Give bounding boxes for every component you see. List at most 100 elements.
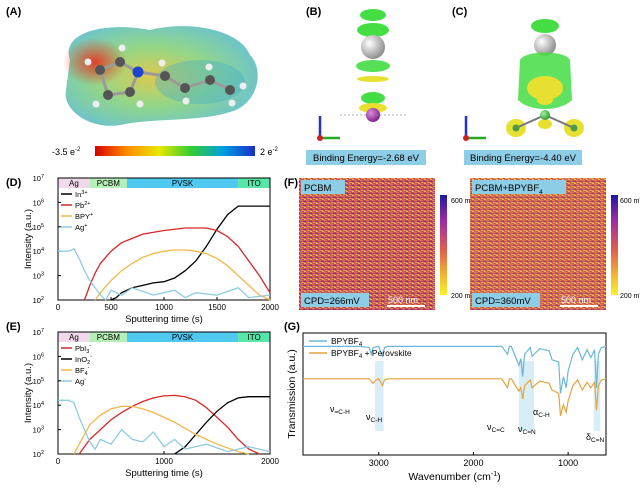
kpfm-colorbar-1 — [440, 195, 447, 295]
x-tick-label: 2000 — [463, 458, 483, 468]
ftir-chart: 3000 2000 1000 Wavenumber (cm-1) Transmissio… — [286, 332, 607, 483]
kpfm-cbar-max-1: 600 mV — [451, 198, 475, 205]
y-tick-label: 104 — [33, 247, 44, 256]
y-axis-label: Intensity (a.u.) — [23, 209, 34, 269]
charge-density-c — [506, 19, 584, 137]
kpfm-cpd-pcbm: CPD=266mV — [304, 296, 360, 307]
axis-triad-c — [463, 116, 486, 141]
kpfm-map-pcbm: PCBM CPD=266mV 500 nm — [299, 178, 435, 310]
layer-label-ag: Ag — [69, 179, 79, 188]
series-line — [83, 227, 271, 301]
esp-scale-max: 2 e-2 — [260, 147, 279, 157]
kpfm-scalebar-pcbm: 500 nm — [388, 295, 418, 305]
esp-scale-min: -3.5 e-2 — [52, 147, 81, 157]
layer-band-ag — [58, 332, 90, 342]
series-line — [303, 378, 607, 416]
peak-annotation: δC=N — [586, 432, 605, 444]
x-tick-label: 1000 — [155, 303, 173, 312]
kpfm-cbar-min-2: 200 mV — [620, 293, 640, 300]
y-tick-label: 102 — [33, 450, 44, 459]
axis-triad-b — [317, 116, 340, 141]
panel-label-a: (A) — [6, 6, 22, 18]
layer-label-ito: ITO — [248, 179, 261, 188]
x-axis-label: Wavenumber (cm-1) — [408, 471, 500, 483]
x-tick-label: 0 — [56, 457, 61, 466]
kpfm-title-bpybf4: PCBM+BPYBF4 — [475, 183, 543, 196]
y-tick-label: 106 — [33, 352, 44, 361]
legend-label: BPYBF4 + Perovskite — [331, 348, 412, 360]
legend-label: InO2- — [75, 354, 92, 366]
legend-label: In3+ — [75, 190, 88, 199]
kpfm-cbar-min-1: 200 mV — [451, 293, 475, 300]
series-line — [73, 405, 249, 455]
y-tick-label: 107 — [33, 328, 44, 337]
x-tick-label: 2000 — [261, 457, 279, 466]
plot-frame — [302, 332, 607, 456]
panel-label-g: (G) — [284, 321, 300, 333]
series-line — [174, 396, 270, 455]
x-axis-label: Sputtering time (s) — [125, 314, 203, 325]
kpfm-cbar-max-2: 600 mV — [620, 198, 640, 205]
molecule-atoms — [84, 44, 247, 108]
y-axis-label: Intensity (a.u.) — [23, 363, 34, 423]
panel-label-b: (B) — [306, 6, 322, 18]
binding-energy-box-c — [464, 150, 582, 165]
legend-label: Ag- — [75, 377, 86, 386]
legend-label: PbI3- — [75, 343, 91, 355]
x-tick-label: 1000 — [558, 458, 578, 468]
legend-label: BF4- — [75, 365, 90, 377]
y-tick-label: 107 — [33, 174, 44, 183]
panel-label-c: (C) — [452, 6, 468, 18]
plot-frame — [57, 331, 271, 455]
x-tick-label: 2000 — [261, 303, 279, 312]
y-tick-label: 106 — [33, 198, 44, 207]
peak-annotation: αC-H — [533, 407, 550, 419]
panel-label-d: (D) — [6, 177, 22, 189]
panel-label-f: (F) — [284, 177, 298, 189]
series-line — [303, 345, 607, 394]
layer-band-ito — [238, 178, 270, 188]
legend-label: BPYBF4 — [331, 336, 363, 348]
sims-chart-anions: Ag PCBM PVSK ITO 102 103 104 105 106 107 0 1000 2000… — [23, 328, 279, 479]
x-tick-label: 500 — [104, 303, 118, 312]
layer-band-ag — [58, 178, 90, 188]
binding-energy-box-b — [306, 150, 426, 165]
kpfm-colorbar-2 — [611, 195, 618, 295]
layer-label-pcbm: PCBM — [97, 179, 120, 188]
legend-label: Pb2+ — [75, 201, 90, 210]
legend-label: Ag+ — [75, 223, 87, 232]
legend-label: BPY+ — [75, 212, 93, 221]
layer-label-pcbm: PCBM — [97, 333, 120, 342]
series-line — [78, 394, 260, 455]
esp-colorbar — [95, 146, 255, 156]
y-tick-label: 102 — [33, 296, 44, 305]
binding-energy-b: Binding Energy=-2.68 eV — [313, 153, 420, 164]
y-tick-label: 105 — [33, 377, 44, 386]
highlight-band — [518, 361, 535, 431]
kpfm-map-bpybf4: PCBM+BPYBF4 CPD=360mV 500 nm — [470, 178, 606, 310]
peak-annotation: ν=C-H — [330, 404, 350, 416]
y-tick-label: 105 — [33, 223, 44, 232]
kpfm-title-pcbm: PCBM — [304, 183, 332, 194]
y-axis-label: Transmission (a.u.) — [286, 349, 298, 438]
layer-band-pvsk — [126, 332, 239, 342]
peak-annotation: νC=C — [487, 422, 505, 434]
binding-energy-c: Binding Energy=-4.40 eV — [470, 153, 577, 164]
kpfm-scalebar-bpybf4: 500 nm — [561, 295, 591, 305]
layer-band-pcbm — [89, 332, 127, 342]
highlight-band — [374, 361, 384, 431]
x-axis-label: Sputtering time (s) — [125, 468, 203, 479]
layer-band-pcbm — [89, 178, 127, 188]
layer-label-pvsk: PVSK — [172, 179, 194, 188]
layer-label-ag: Ag — [69, 333, 79, 342]
y-tick-label: 103 — [33, 426, 44, 435]
x-tick-label: 3000 — [369, 458, 389, 468]
layer-label-ito: ITO — [248, 333, 261, 342]
series-line — [110, 205, 270, 301]
series-line — [58, 399, 271, 453]
x-tick-label: 1000 — [155, 457, 173, 466]
layer-band-ito — [238, 332, 270, 342]
x-tick-label: 0 — [56, 303, 61, 312]
y-tick-label: 103 — [33, 272, 44, 281]
